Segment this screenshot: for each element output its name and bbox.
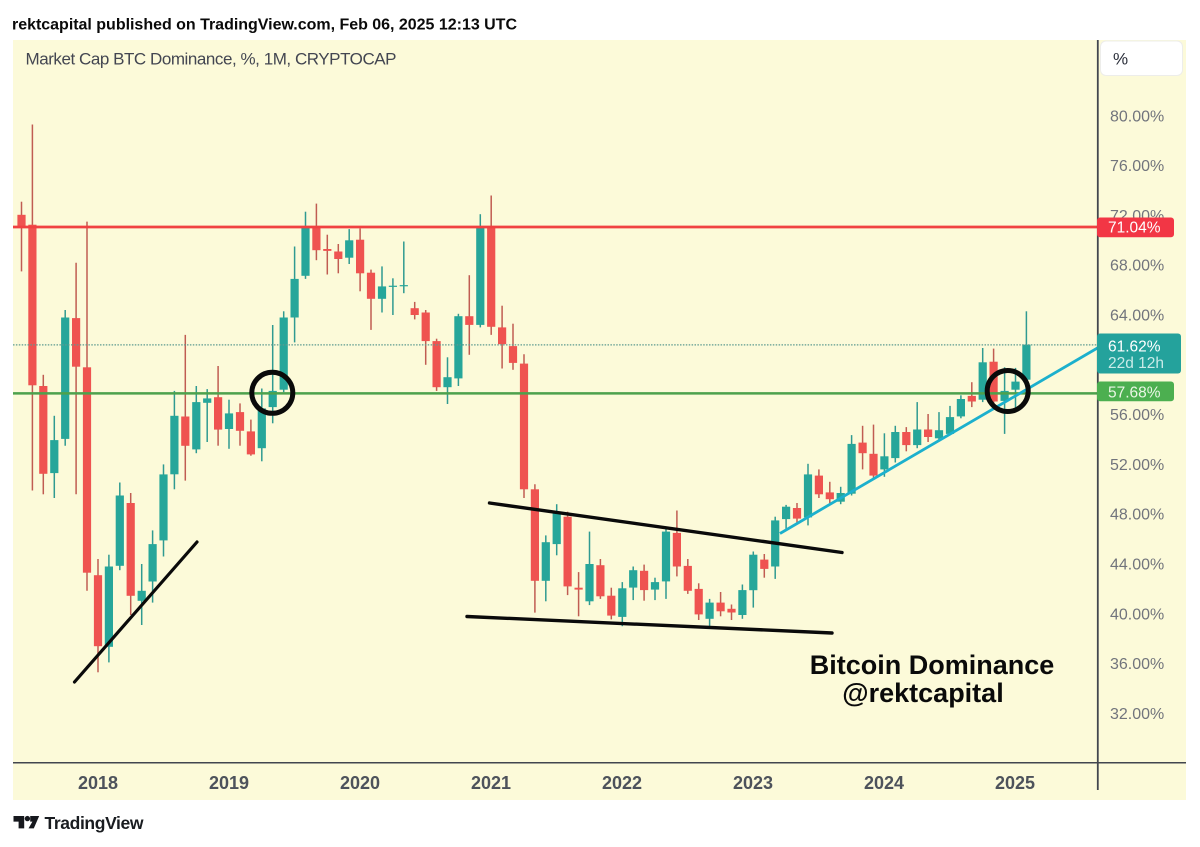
svg-text:Bitcoin Dominance: Bitcoin Dominance	[810, 650, 1055, 680]
svg-text:22d 12h: 22d 12h	[1108, 355, 1164, 372]
svg-text:36.00%: 36.00%	[1110, 656, 1164, 673]
svg-text:76.00%: 76.00%	[1110, 158, 1164, 175]
svg-text:%: %	[1113, 50, 1128, 69]
svg-text:68.00%: 68.00%	[1110, 258, 1164, 275]
svg-text:rektcapital published on Tradi: rektcapital published on TradingView.com…	[12, 17, 517, 34]
svg-text:@rektcapital: @rektcapital	[842, 678, 1003, 708]
svg-text:2023: 2023	[733, 773, 773, 793]
svg-text:TradingView: TradingView	[45, 813, 144, 833]
svg-text:61.62%: 61.62%	[1108, 339, 1161, 356]
svg-text:32.00%: 32.00%	[1110, 706, 1164, 723]
svg-text:57.68%: 57.68%	[1108, 385, 1161, 402]
svg-text:56.00%: 56.00%	[1110, 407, 1164, 424]
svg-text:80.00%: 80.00%	[1110, 108, 1164, 125]
svg-text:2018: 2018	[78, 773, 118, 793]
svg-text:40.00%: 40.00%	[1110, 606, 1164, 623]
svg-text:44.00%: 44.00%	[1110, 557, 1164, 574]
svg-text:48.00%: 48.00%	[1110, 507, 1164, 524]
svg-text:2019: 2019	[209, 773, 249, 793]
svg-text:2022: 2022	[602, 773, 642, 793]
svg-text:2025: 2025	[995, 773, 1035, 793]
svg-text:Market Cap BTC Dominance, %, 1: Market Cap BTC Dominance, %, 1M, CRYPTOC…	[26, 50, 397, 69]
svg-text:2020: 2020	[340, 773, 380, 793]
svg-text:52.00%: 52.00%	[1110, 457, 1164, 474]
svg-text:2021: 2021	[471, 773, 511, 793]
svg-text:71.04%: 71.04%	[1108, 220, 1161, 237]
svg-text:64.00%: 64.00%	[1110, 308, 1164, 325]
svg-text:2024: 2024	[864, 773, 904, 793]
